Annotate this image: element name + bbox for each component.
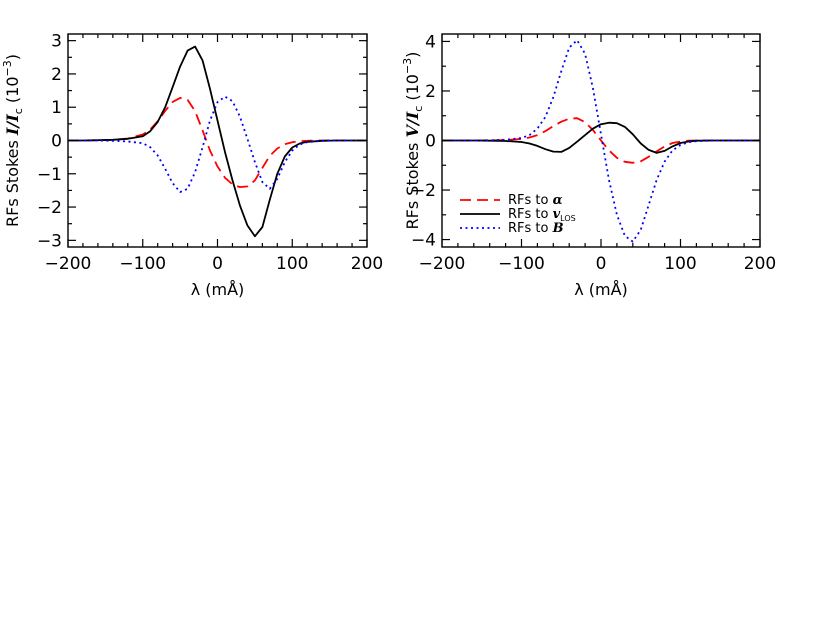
y-tick-label: 2 [425, 82, 436, 102]
x-axis-title: λ (mÅ) [574, 280, 628, 299]
stokes-v-panel: −200 −100 0 100 200 −4 −2 0 2 4 λ (mÅ) RFs Stokes V… [401, 32, 776, 299]
y-tick-label: −2 [411, 181, 436, 201]
series-line-alpha [68, 97, 367, 188]
x-tick-label: 200 [744, 254, 776, 274]
series-line-b [68, 95, 367, 193]
y-tick-label: 1 [51, 98, 62, 118]
y-tick-label: −3 [37, 231, 62, 251]
y-tick-label: 2 [51, 65, 62, 85]
x-tick-label: −200 [45, 254, 92, 274]
x-tick-label: −100 [498, 254, 545, 274]
series-line-alpha [442, 117, 760, 164]
y-axis-title: RFs Stokes I/Ic (10−3) [1, 54, 25, 227]
x-tick-label: 0 [212, 254, 223, 274]
y-tick-label: 0 [51, 132, 62, 152]
stokes-i-panel: −200 −100 0 100 200 −3 −2 −1 0 1 2 3 λ (mÅ) RFs Stoke… [1, 32, 383, 299]
series-line-vlos [68, 45, 367, 238]
legend-label-vlos: RFs to vLOS [508, 207, 576, 223]
y-tick-label: −1 [37, 165, 62, 185]
x-tick-label: −200 [419, 254, 466, 274]
x-axis-title: λ (mÅ) [191, 280, 245, 299]
y-tick-label: −4 [411, 231, 436, 251]
x-tick-label: 200 [351, 254, 383, 274]
x-tick-label: 0 [596, 254, 607, 274]
y-tick-label: 0 [425, 132, 436, 152]
y-axis-title: RFs Stokes V/Ic (10−3) [401, 52, 425, 230]
legend-label-b: RFs to B [508, 221, 564, 236]
x-tick-label: −100 [119, 254, 166, 274]
series-line-vlos [442, 121, 760, 154]
x-tick-label: 100 [664, 254, 696, 274]
legend-label-alpha: RFs to α [508, 193, 563, 208]
x-tick-label: 100 [276, 254, 308, 274]
y-tick-label: 4 [425, 32, 436, 52]
y-tick-label: 3 [51, 32, 62, 52]
y-tick-label: −2 [37, 198, 62, 218]
